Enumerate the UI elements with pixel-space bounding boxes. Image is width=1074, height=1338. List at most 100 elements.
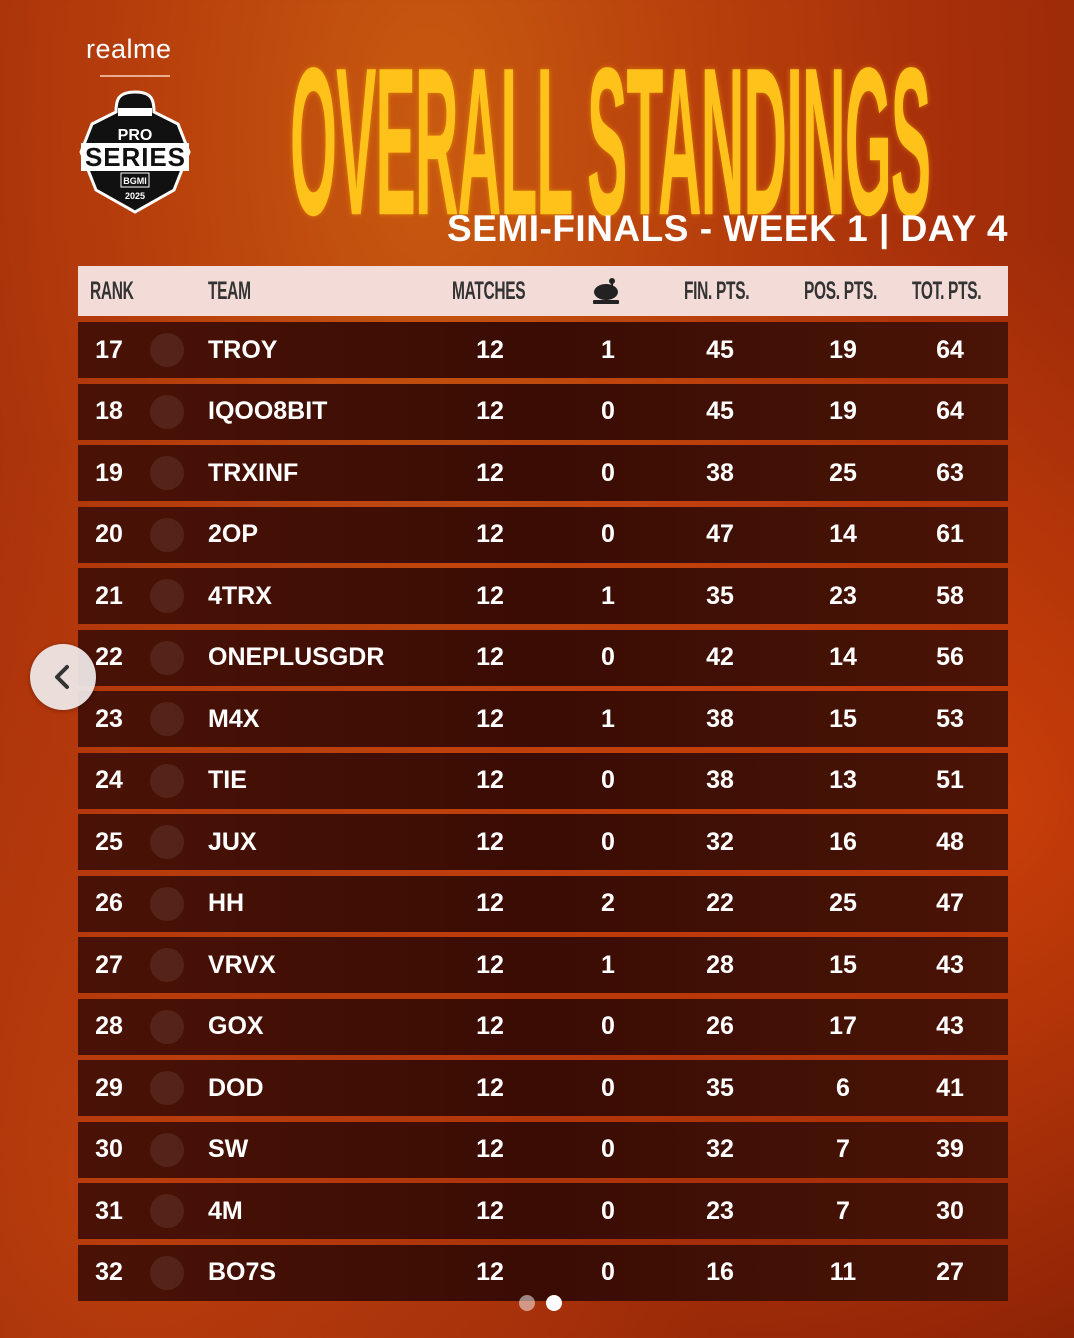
wwcd: 0 — [601, 458, 615, 487]
matches: 12 — [476, 766, 504, 794]
col-fin-pts: FIN. PTS. — [684, 276, 750, 305]
col-team: TEAM — [208, 276, 251, 305]
fin-pts: 32 — [706, 827, 734, 856]
matches: 12 — [476, 335, 504, 364]
team-logo-icon — [150, 886, 184, 921]
tot-pts: 51 — [936, 766, 964, 794]
table-header: RANK TEAM MATCHES FIN. PTS. POS. PTS. TO… — [78, 266, 1008, 316]
wwcd: 1 — [601, 335, 615, 364]
tot-pts: 41 — [936, 1073, 964, 1102]
fin-pts: 47 — [706, 520, 734, 548]
team-name: BO7S — [208, 1258, 277, 1286]
pos-pts: 14 — [829, 520, 857, 548]
previous-slide-button[interactable] — [30, 644, 96, 710]
col-pos-pts: POS. PTS. — [804, 276, 878, 305]
pos-pts: 19 — [829, 335, 857, 364]
tot-pts: 58 — [936, 581, 964, 610]
team-name: DOD — [208, 1073, 264, 1102]
page-subtitle: SEMI-FINALS - WEEK 1 | DAY 4 — [447, 208, 1008, 249]
fin-pts: 38 — [706, 458, 734, 487]
fin-pts: 35 — [706, 581, 734, 610]
table-row: 20 2OP 12 0 47 14 61 — [78, 506, 1008, 563]
team-name: 4TRX — [208, 581, 272, 610]
svg-text:PRO: PRO — [118, 127, 153, 144]
carousel-dot-2-active[interactable] — [546, 1295, 562, 1311]
matches: 12 — [476, 950, 504, 979]
wwcd: 0 — [601, 1012, 615, 1040]
matches: 12 — [476, 1012, 504, 1040]
col-matches: MATCHES — [452, 276, 526, 305]
team-logo-icon — [150, 333, 184, 367]
team-logo-icon — [150, 394, 184, 429]
col-rank: RANK — [90, 276, 134, 305]
matches: 12 — [476, 581, 504, 610]
matches: 12 — [476, 704, 504, 733]
tot-pts: 61 — [936, 520, 964, 548]
table-row: 18 IQOO8BIT 12 0 45 19 64 — [78, 383, 1008, 440]
matches: 12 — [476, 1135, 504, 1163]
wwcd: 0 — [601, 1196, 615, 1225]
chicken-dinner-icon — [588, 266, 624, 316]
pos-pts: 19 — [829, 397, 857, 425]
team-name: M4X — [208, 704, 260, 733]
matches: 12 — [476, 643, 504, 671]
chevron-left-icon — [55, 665, 69, 689]
wwcd: 2 — [601, 889, 615, 917]
wwcd: 0 — [601, 827, 615, 856]
rank: 32 — [95, 1258, 123, 1286]
tot-pts: 43 — [936, 950, 964, 979]
team-logo-icon — [150, 456, 184, 490]
fin-pts: 28 — [706, 950, 734, 979]
team-logo-icon — [150, 517, 184, 552]
rank: 19 — [95, 458, 123, 487]
carousel-dot-1[interactable] — [519, 1295, 535, 1311]
pos-pts: 15 — [829, 950, 857, 979]
fin-pts: 22 — [706, 889, 734, 917]
team-name: GOX — [208, 1012, 264, 1040]
rank: 31 — [95, 1196, 123, 1225]
rank: 18 — [95, 397, 123, 425]
team-logo-icon — [150, 1255, 184, 1290]
pos-pts: 14 — [829, 643, 857, 671]
team-name: ONEPLUSGDR — [208, 643, 385, 671]
rank: 20 — [95, 520, 123, 548]
team-logo-icon — [150, 763, 184, 798]
matches: 12 — [476, 397, 504, 425]
matches: 12 — [476, 1196, 504, 1225]
table-row: 31 4M 12 0 23 7 30 — [78, 1183, 1008, 1239]
fin-pts: 42 — [706, 643, 734, 671]
tot-pts: 27 — [936, 1258, 964, 1286]
team-name: HH — [208, 889, 245, 917]
pos-pts: 6 — [836, 1073, 850, 1102]
pos-pts: 7 — [836, 1135, 850, 1163]
fin-pts: 35 — [706, 1073, 734, 1102]
pro-series-logo: PRO SERIES BGMI 2025 — [79, 90, 191, 214]
table-row: 28 GOX 12 0 26 17 43 — [78, 998, 1008, 1055]
brand-logo: realme — [86, 34, 172, 64]
matches: 12 — [476, 889, 504, 917]
svg-text:BGMI: BGMI — [123, 176, 147, 186]
rank: 22 — [95, 643, 123, 671]
tot-pts: 63 — [936, 458, 964, 487]
fin-pts: 26 — [706, 1012, 734, 1040]
table-row: 30 SW 12 0 32 7 39 — [78, 1121, 1008, 1178]
rank: 28 — [95, 1012, 123, 1040]
table-row: 22 ONEPLUSGDR 12 0 42 14 56 — [78, 629, 1008, 686]
table-row: 26 HH 12 2 22 25 47 — [78, 875, 1008, 932]
tot-pts: 64 — [936, 335, 964, 364]
rank: 17 — [95, 335, 123, 364]
fin-pts: 45 — [706, 335, 734, 364]
page-title: OVERALL STANDINGS — [290, 23, 931, 260]
tot-pts: 43 — [936, 1012, 964, 1040]
pos-pts: 17 — [829, 1012, 857, 1040]
table-row: 27 VRVX 12 1 28 15 43 — [78, 937, 1008, 993]
pos-pts: 7 — [836, 1196, 850, 1225]
wwcd: 0 — [601, 643, 615, 671]
team-logo-icon — [150, 1009, 184, 1044]
team-logo-icon — [150, 1194, 184, 1228]
tot-pts: 53 — [936, 704, 964, 733]
table-row: 25 JUX 12 0 32 16 48 — [78, 814, 1008, 870]
table-row: 21 4TRX 12 1 35 23 58 — [78, 568, 1008, 624]
table-row: 32 BO7S 12 0 16 11 27 — [78, 1244, 1008, 1301]
wwcd: 0 — [601, 766, 615, 794]
